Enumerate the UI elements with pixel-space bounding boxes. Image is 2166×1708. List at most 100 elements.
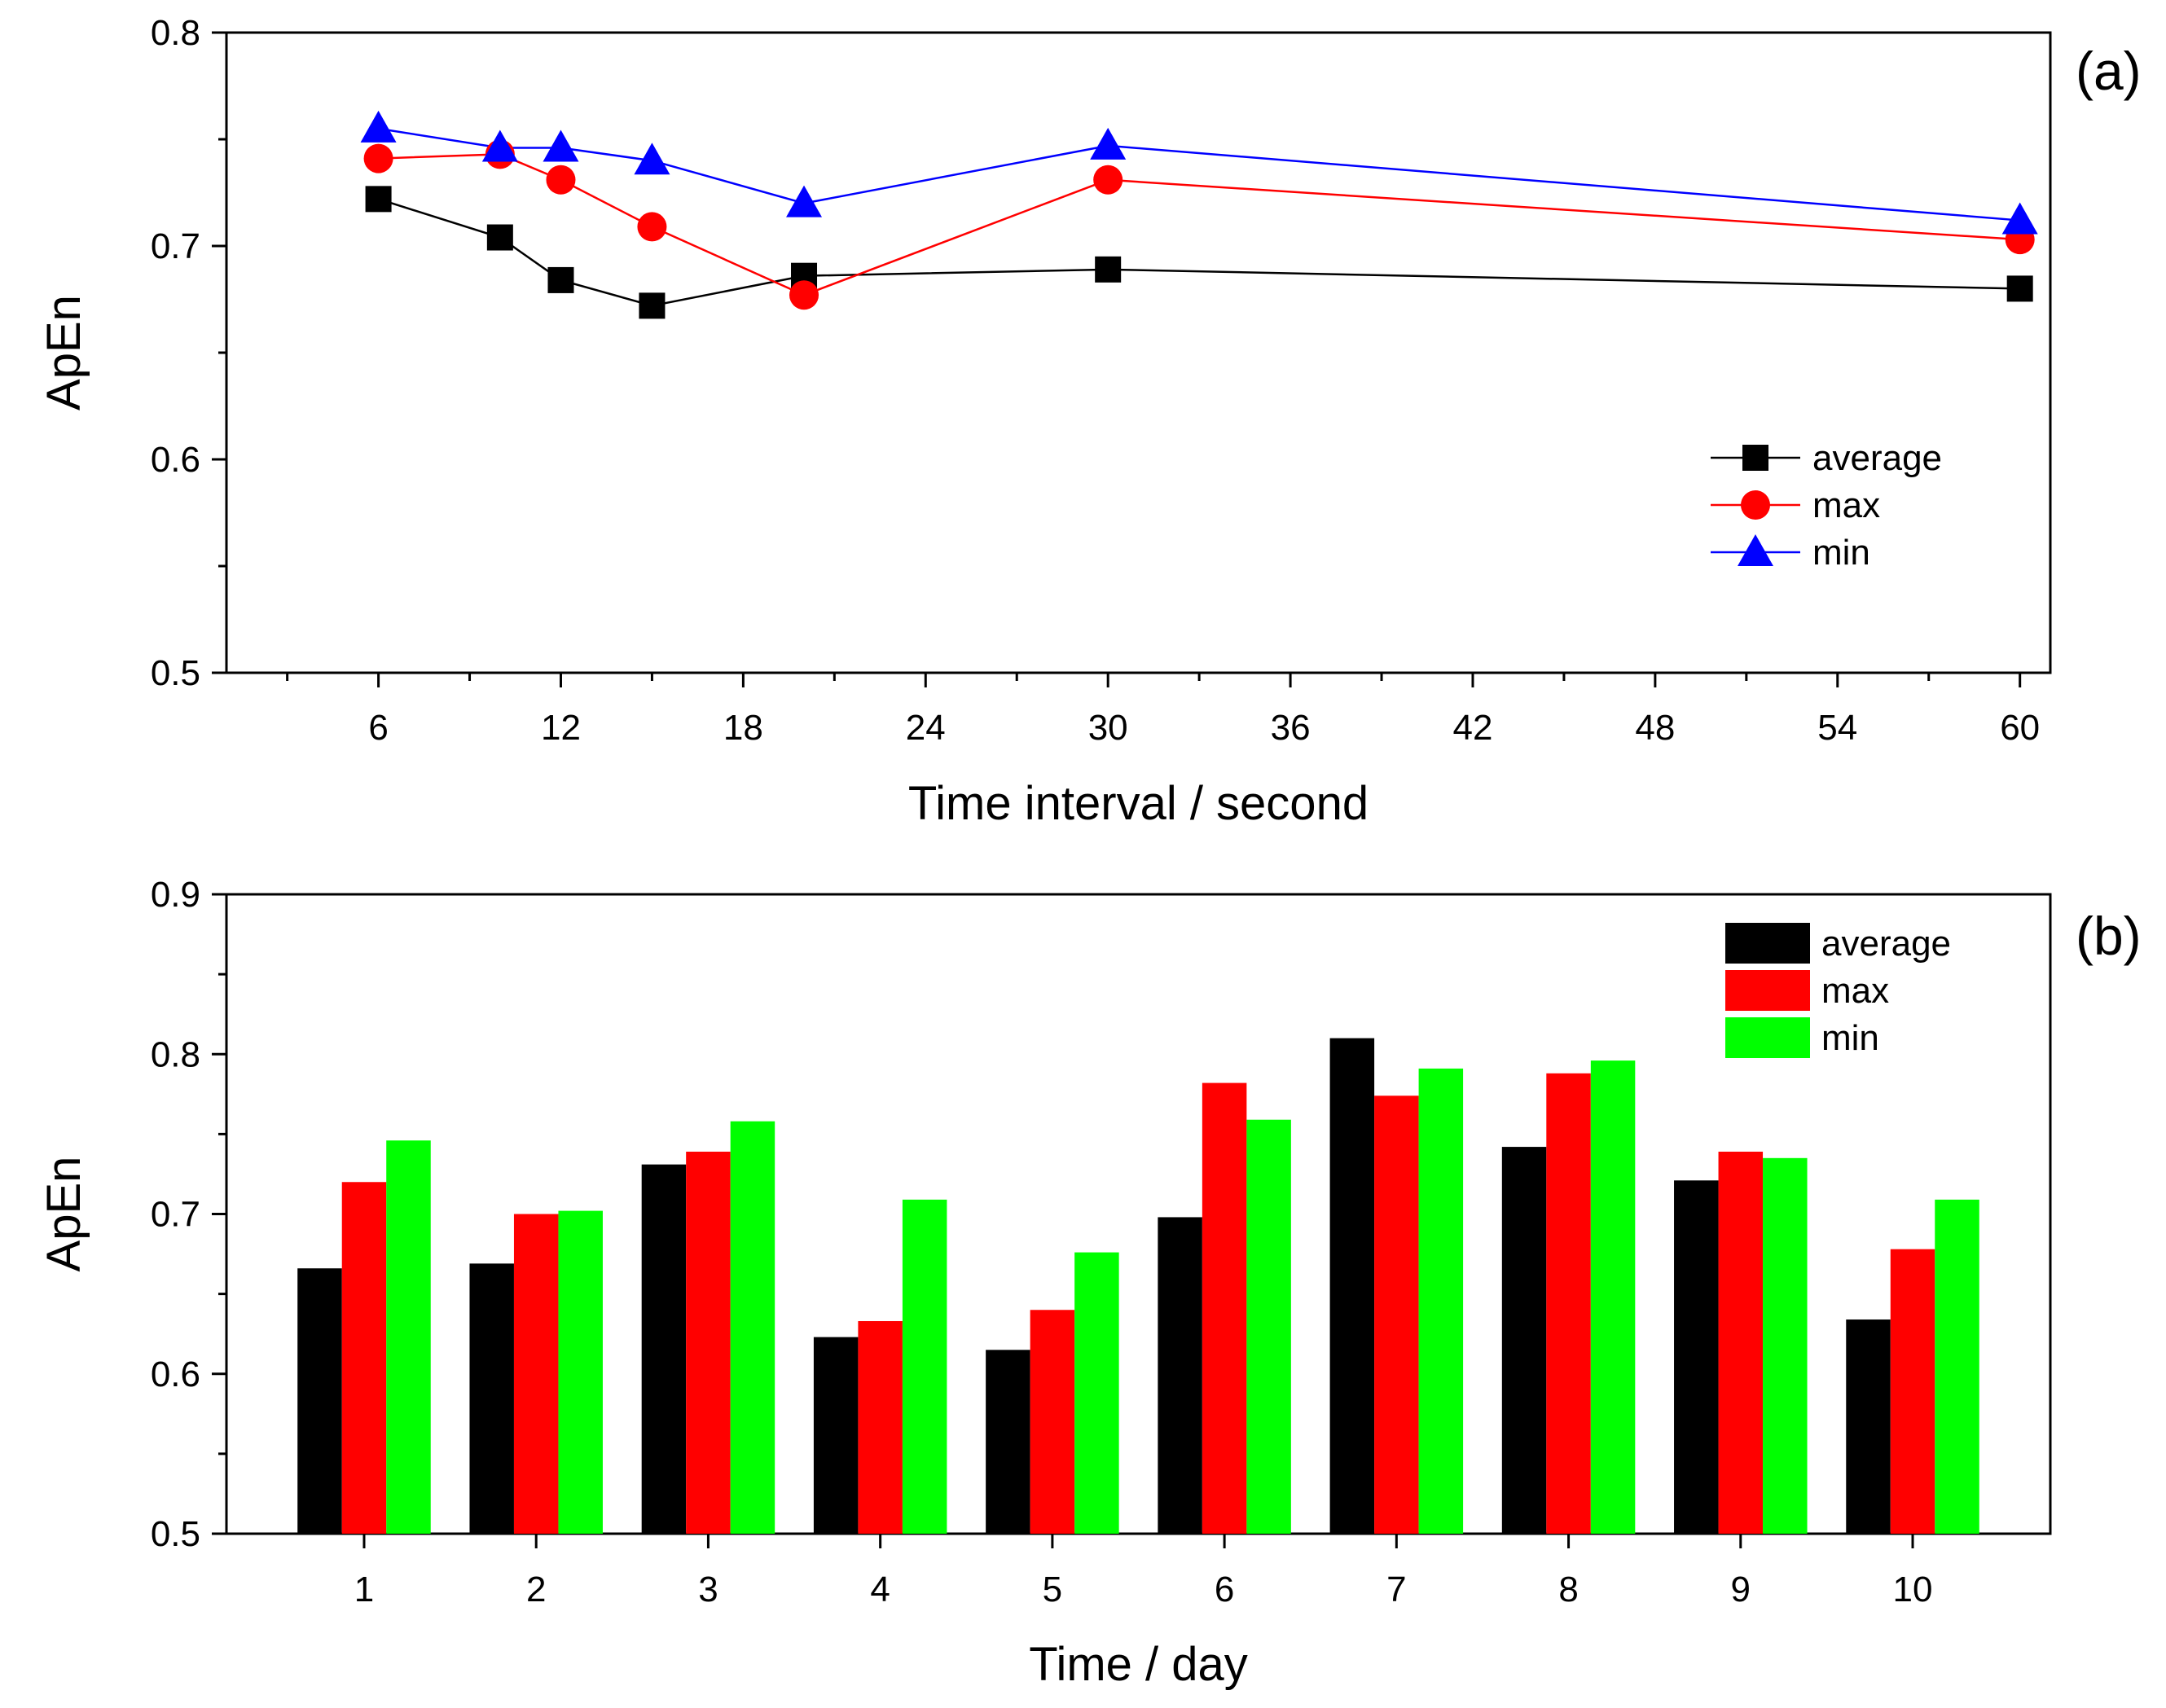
y-tick-label-b: 0.5: [151, 1514, 200, 1554]
bar-average-day-8: [1501, 1147, 1547, 1534]
data-point-min: [360, 110, 397, 143]
panel-a-line-chart: 0.5 0.6 0.7 0.8 6 12 18 24 30 36 42 48 54 60 Time inte…: [37, 13, 2142, 830]
x-tick-label-b: 7: [1386, 1570, 1406, 1609]
data-point-max: [546, 165, 576, 195]
series-line-average: [378, 198, 2020, 307]
x-tick-label-a: 54: [1817, 708, 1857, 748]
y-tick-label-a: 0.7: [151, 226, 200, 266]
bar-max-day-3: [686, 1151, 731, 1534]
data-point-max: [637, 212, 667, 242]
y-tick-label-b: 0.9: [151, 875, 200, 915]
y-tick-label-b: 0.8: [151, 1034, 200, 1074]
bar-average-day-1: [297, 1268, 342, 1534]
legend-marker-min: [1738, 534, 1773, 566]
bar-min-day-4: [902, 1199, 947, 1534]
legend-label-min: min: [1821, 1018, 1879, 1058]
data-point-min: [634, 143, 670, 175]
x-tick-label-a: 30: [1088, 708, 1128, 748]
series-line-max: [378, 153, 2020, 296]
bar-max-day-4: [858, 1320, 903, 1534]
x-tick-label-a: 24: [906, 708, 946, 748]
bar-min-day-7: [1418, 1068, 1464, 1534]
x-tick-label-a: 36: [1271, 708, 1311, 748]
series-line-min: [378, 127, 2020, 222]
bar-max-day-5: [1030, 1310, 1075, 1534]
x-tick-label-a: 48: [1635, 708, 1675, 748]
bar-average-day-7: [1329, 1038, 1375, 1534]
bar-min-day-8: [1590, 1060, 1636, 1534]
legend-label-average: average: [1821, 924, 1951, 964]
data-point-min: [2001, 202, 2038, 235]
data-point-average: [365, 186, 392, 213]
x-axis-title-a: Time interval / second: [908, 777, 1369, 830]
bar-min-day-2: [558, 1210, 603, 1534]
panel-label-a: (a): [2076, 41, 2142, 101]
legend-swatch-average: [1725, 923, 1810, 964]
data-point-max: [363, 143, 393, 173]
x-tick-label-a: 60: [2000, 708, 2040, 748]
bar-max-day-8: [1546, 1073, 1591, 1534]
x-tick-label-a: 18: [723, 708, 763, 748]
x-tick-label-b: 5: [1043, 1570, 1062, 1609]
bar-min-day-3: [730, 1121, 775, 1534]
y-axis-title-a: ApEn: [37, 295, 90, 411]
y-tick-label-a: 0.8: [151, 13, 200, 53]
data-point-min: [543, 130, 579, 162]
x-tick-label-a: 6: [368, 708, 388, 748]
y-axis-title-b: ApEn: [37, 1157, 90, 1272]
legend-label-average: average: [1812, 438, 1942, 478]
bar-min-day-10: [1935, 1199, 1979, 1534]
y-tick-label-a: 0.6: [151, 440, 200, 480]
plot-frame-a: [225, 31, 2052, 674]
bar-min-day-6: [1246, 1119, 1291, 1534]
bar-max-day-2: [513, 1214, 559, 1534]
legend-label-max: max: [1812, 485, 1880, 525]
bar-max-day-9: [1718, 1151, 1764, 1534]
y-tick-label-a: 0.5: [151, 653, 200, 693]
x-tick-label-a: 42: [1453, 708, 1493, 748]
bar-average-day-5: [986, 1350, 1030, 1534]
y-tick-label-b: 0.6: [151, 1355, 200, 1394]
data-point-max: [1093, 165, 1123, 195]
legend-swatch-max: [1725, 970, 1810, 1011]
legend-swatch-min: [1725, 1017, 1810, 1058]
bar-min-day-5: [1074, 1252, 1119, 1534]
bar-min-day-1: [386, 1140, 431, 1534]
bar-min-day-9: [1763, 1157, 1808, 1534]
legend-label-max: max: [1821, 971, 1889, 1011]
bar-average-day-9: [1674, 1180, 1719, 1534]
bar-average-day-3: [641, 1164, 687, 1534]
x-tick-label-b: 3: [698, 1570, 718, 1609]
x-tick-label-b: 1: [354, 1570, 374, 1609]
data-point-average: [2006, 275, 2033, 302]
data-point-min: [1090, 127, 1127, 160]
bar-average-day-2: [469, 1263, 514, 1534]
bar-max-day-6: [1202, 1082, 1247, 1534]
x-tick-label-b: 6: [1215, 1570, 1234, 1609]
x-tick-label-b: 10: [1893, 1570, 1933, 1609]
bar-average-day-6: [1158, 1217, 1202, 1534]
x-tick-label-b: 4: [870, 1570, 890, 1609]
bar-max-day-7: [1374, 1095, 1419, 1534]
data-point-average: [639, 292, 666, 319]
data-point-min: [786, 185, 823, 217]
data-point-average: [486, 224, 513, 251]
panel-label-b: (b): [2076, 906, 2142, 966]
x-tick-label-a: 12: [541, 708, 581, 748]
data-point-average: [1095, 256, 1122, 283]
x-tick-label-b: 8: [1558, 1570, 1578, 1609]
bar-average-day-4: [813, 1337, 859, 1534]
x-tick-label-b: 9: [1731, 1570, 1751, 1609]
y-tick-label-b: 0.7: [151, 1195, 200, 1235]
x-axis-title-b: Time / day: [1029, 1638, 1248, 1691]
panel-b-bar-chart: 0.5 0.6 0.7 0.8 0.9 1 2 3 4 5 6 7 8 9 10 Time / day ApEn…: [37, 875, 2142, 1691]
data-point-average: [547, 266, 574, 293]
bar-max-day-10: [1890, 1249, 1935, 1534]
legend-marker-average: [1742, 445, 1768, 471]
x-tick-label-b: 2: [526, 1570, 546, 1609]
legend-marker-max: [1741, 490, 1770, 520]
data-point-max: [789, 280, 819, 310]
bar-max-day-1: [341, 1182, 387, 1534]
data-point-min: [481, 130, 518, 162]
